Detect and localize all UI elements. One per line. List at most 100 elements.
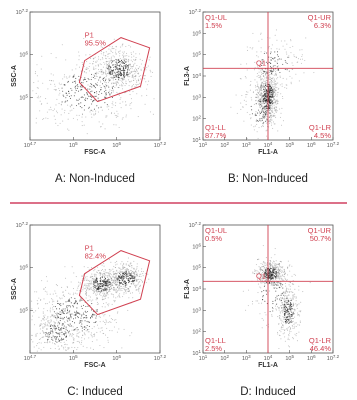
event-dot — [39, 100, 41, 102]
event-dot — [110, 66, 112, 68]
event-dot — [97, 303, 99, 305]
event-dot — [286, 319, 288, 321]
event-dot — [64, 101, 66, 103]
event-dot — [274, 123, 276, 125]
event-dot — [78, 103, 80, 105]
event-dot — [61, 324, 63, 326]
event-dot — [102, 54, 104, 56]
event-dot — [77, 336, 79, 338]
event-dot — [107, 81, 110, 84]
event-dot — [128, 289, 130, 291]
event-dot — [266, 78, 268, 80]
event-dot — [254, 113, 256, 115]
event-dot — [100, 46, 102, 48]
event-dot — [256, 73, 258, 75]
event-dot — [256, 76, 258, 78]
event-dot — [98, 284, 100, 286]
event-dot — [93, 288, 95, 291]
event-dot — [260, 32, 262, 34]
event-dot — [121, 278, 123, 280]
tick-base: 10 — [285, 143, 291, 149]
event-dot — [261, 109, 263, 111]
tick-exp: 6 — [313, 354, 316, 359]
event-dot — [278, 270, 280, 272]
event-dot — [50, 79, 52, 82]
event-dot — [64, 266, 66, 268]
tick-exp: 3 — [248, 354, 251, 359]
event-dot — [33, 311, 35, 313]
event-dot — [276, 331, 279, 334]
event-dot — [141, 279, 143, 281]
event-dot — [273, 106, 276, 108]
event-dot — [96, 303, 98, 306]
event-dot — [64, 308, 66, 310]
event-dot — [280, 298, 283, 300]
event-dot — [278, 316, 281, 318]
event-dot — [73, 318, 75, 320]
event-dot — [294, 296, 296, 298]
event-dot — [288, 304, 290, 306]
event-dot — [273, 281, 275, 284]
event-dot — [260, 78, 262, 81]
event-dot — [125, 60, 127, 62]
event-dot — [83, 314, 85, 316]
event-dot — [71, 325, 73, 327]
event-dot — [288, 70, 290, 72]
event-dot — [88, 331, 90, 333]
event-dot — [290, 300, 292, 302]
event-dot — [258, 71, 260, 73]
event-dot — [113, 60, 115, 62]
event-dot — [90, 347, 92, 349]
event-dot — [294, 316, 296, 318]
event-dot — [68, 298, 71, 300]
event-dot — [104, 72, 106, 74]
event-dot — [149, 111, 152, 113]
event-dot — [86, 94, 88, 96]
event-dot — [264, 269, 266, 271]
event-dot — [104, 96, 106, 98]
event-dot — [298, 331, 300, 333]
event-dot — [285, 290, 287, 292]
event-dot — [71, 69, 73, 71]
event-dot — [286, 303, 288, 305]
event-dot — [282, 304, 284, 306]
event-dot — [125, 272, 127, 274]
event-dot — [266, 72, 268, 74]
event-dot — [86, 311, 89, 313]
event-dot — [274, 65, 276, 67]
event-dot — [282, 63, 284, 65]
event-dot — [123, 287, 125, 290]
event-dot — [269, 277, 271, 279]
event-dot — [42, 327, 44, 329]
y-tick-label: 102 — [192, 328, 201, 336]
event-dot — [129, 63, 131, 65]
event-dot — [146, 88, 148, 90]
event-dot — [96, 93, 98, 95]
event-dot — [105, 69, 107, 71]
event-dot — [104, 280, 106, 283]
event-dot — [62, 338, 64, 340]
event-dot — [298, 80, 300, 82]
event-dot — [93, 281, 95, 283]
event-dot — [133, 282, 135, 284]
event-dot — [271, 57, 274, 59]
event-dot — [68, 299, 70, 301]
event-dot — [266, 109, 268, 112]
event-dot — [90, 275, 92, 277]
event-dot — [121, 73, 123, 76]
event-dot — [53, 311, 55, 313]
event-dot — [262, 278, 264, 280]
event-dot — [100, 273, 102, 275]
event-dot — [262, 117, 264, 119]
event-dot — [284, 312, 286, 314]
event-dot — [140, 69, 142, 71]
event-dot — [132, 91, 134, 93]
event-dot — [129, 103, 131, 105]
event-dot — [72, 305, 74, 307]
event-dot — [50, 320, 52, 322]
event-dot — [74, 347, 76, 349]
event-dot — [112, 104, 114, 106]
event-dot — [277, 263, 279, 265]
event-dot — [90, 334, 92, 336]
event-dot — [135, 69, 137, 71]
